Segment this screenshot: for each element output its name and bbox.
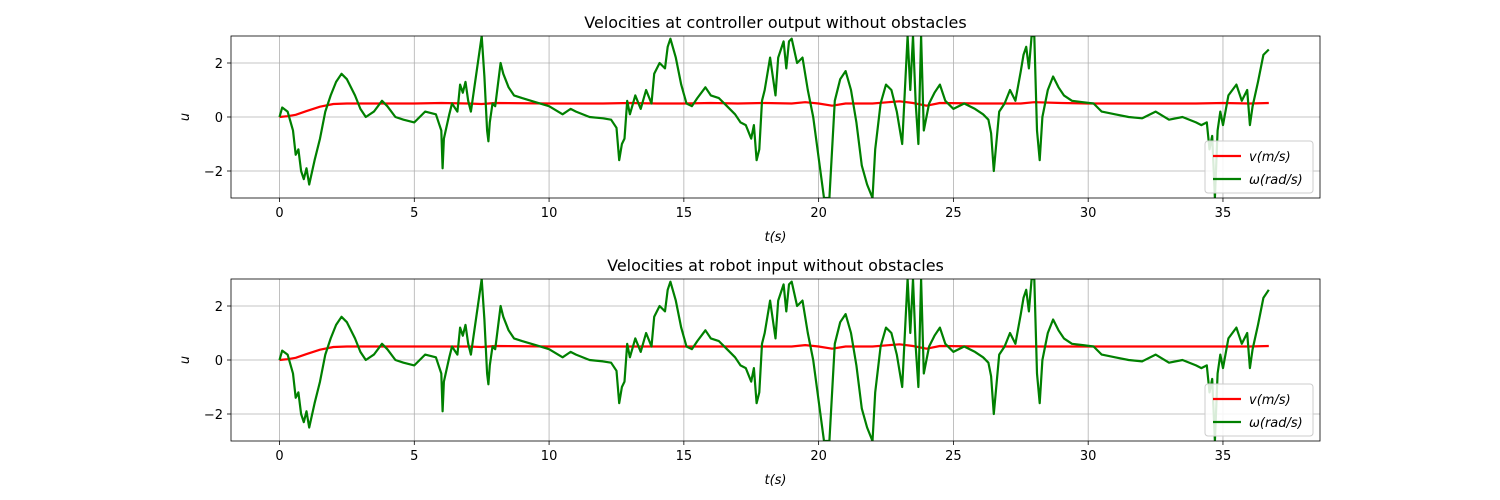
x-tick-label: 35 <box>1215 449 1232 464</box>
series-line-omega <box>278 36 1270 198</box>
y-tick-label: 2 <box>215 300 223 315</box>
series-line-v <box>279 343 1269 362</box>
x-tick-label: 20 <box>810 206 827 221</box>
y-tick-label: 0 <box>215 354 223 369</box>
x-tick-label: 5 <box>410 206 418 221</box>
x-tick-label: 15 <box>676 206 693 221</box>
chart-panel-1: 0 5 10 15 20 25 30 35 −2 0 2 Velocities at controll… <box>178 13 1321 245</box>
x-tick-label: 0 <box>275 206 283 221</box>
x-tick-label: 25 <box>945 449 962 464</box>
chart-title: Velocities at controller output without … <box>584 13 966 32</box>
x-tick-label: 0 <box>275 449 283 464</box>
y-tick-label: 0 <box>215 111 223 126</box>
x-tick-label: 30 <box>1080 206 1097 221</box>
y-tick-label: 2 <box>215 57 223 72</box>
x-tick-label: 10 <box>541 206 558 221</box>
x-axis-label: t(s) <box>764 230 786 245</box>
legend-label: v(m/s) <box>1249 393 1291 408</box>
x-tick-label: 10 <box>541 449 558 464</box>
x-tick-label: 15 <box>676 449 693 464</box>
y-axis-label: u <box>178 356 193 364</box>
x-tick-label: 35 <box>1215 206 1232 221</box>
legend: v(m/s) ω(rad/s) <box>1204 140 1314 194</box>
y-axis-label: u <box>178 113 193 121</box>
x-tick-label: 5 <box>410 449 418 464</box>
legend-label: ω(rad/s) <box>1249 173 1303 188</box>
legend-label: ω(rad/s) <box>1249 416 1303 431</box>
y-tick-label: −2 <box>204 408 223 423</box>
y-tick-label: −2 <box>204 165 223 180</box>
legend: v(m/s) ω(rad/s) <box>1204 383 1314 437</box>
x-tick-label: 20 <box>810 449 827 464</box>
x-axis-label: t(s) <box>764 473 786 488</box>
legend-label: v(m/s) <box>1249 150 1291 165</box>
x-tick-label: 30 <box>1080 449 1097 464</box>
chart-panel-2: 0 5 10 15 20 25 30 35 −2 0 2 Velocities at robot in… <box>178 256 1321 488</box>
x-tick-label: 25 <box>945 206 962 221</box>
series-line-omega <box>278 279 1270 441</box>
chart-title: Velocities at robot input without obstac… <box>607 256 944 275</box>
